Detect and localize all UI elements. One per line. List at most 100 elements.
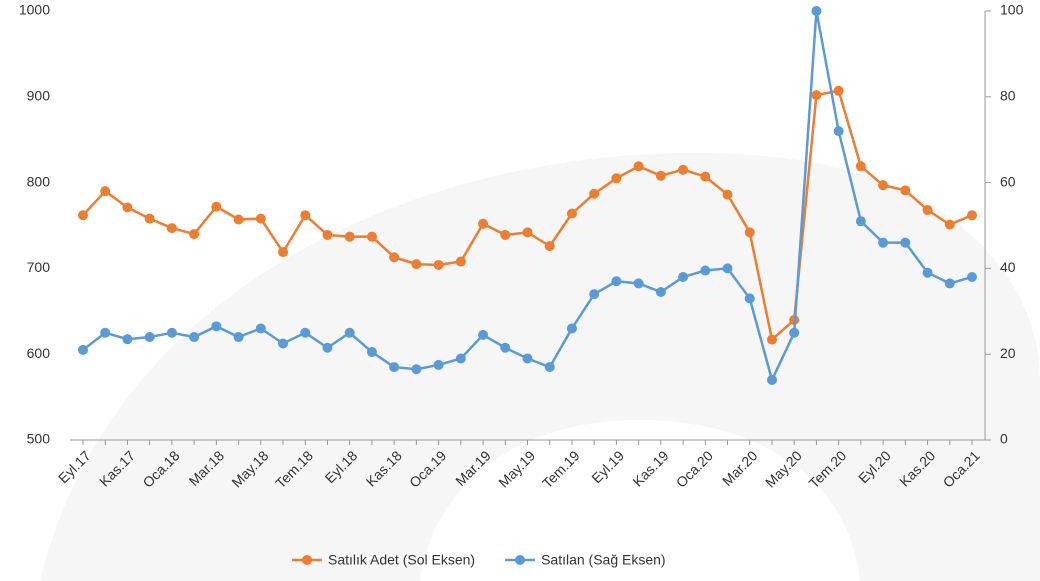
data-point (567, 208, 577, 218)
data-point (900, 238, 910, 248)
background-swirl (40, 153, 1040, 581)
data-point (789, 328, 799, 338)
data-point (834, 86, 844, 96)
y2-tick-label: 0 (1000, 431, 1008, 447)
data-point (256, 214, 266, 224)
data-point (589, 289, 599, 299)
data-point (723, 263, 733, 273)
x-tick-label: Eyl.19 (588, 447, 627, 486)
x-tick-label: Kas.19 (629, 447, 671, 489)
data-point (545, 241, 555, 251)
data-point (923, 268, 933, 278)
data-point (434, 360, 444, 370)
data-point (878, 238, 888, 248)
data-point (811, 90, 821, 100)
data-point (78, 210, 88, 220)
data-point (878, 180, 888, 190)
data-point (234, 214, 244, 224)
y-tick-label: 500 (27, 431, 51, 447)
data-point (345, 232, 355, 242)
x-tick-label: Mar.20 (719, 447, 761, 489)
data-point (634, 161, 644, 171)
data-point (145, 332, 155, 342)
y2-tick-label: 80 (1000, 88, 1016, 104)
y2-tick-label: 60 (1000, 173, 1016, 189)
data-point (167, 328, 177, 338)
data-point (523, 353, 533, 363)
y-tick-label: 600 (27, 345, 51, 361)
data-point (656, 287, 666, 297)
data-point (300, 328, 310, 338)
data-point (211, 321, 221, 331)
y2-tick-label: 20 (1000, 345, 1016, 361)
data-point (389, 362, 399, 372)
data-point (122, 202, 132, 212)
data-point (211, 202, 221, 212)
data-point (100, 328, 110, 338)
legend-marker (515, 555, 525, 565)
data-point (723, 190, 733, 200)
data-point (278, 338, 288, 348)
data-point (634, 278, 644, 288)
legend: Satılık Adet (Sol Eksen)Satılan (Sağ Eks… (292, 552, 666, 568)
data-point (145, 214, 155, 224)
data-point (434, 260, 444, 270)
data-point (767, 335, 777, 345)
data-point (234, 332, 244, 342)
data-point (745, 227, 755, 237)
data-point (945, 220, 955, 230)
data-point (278, 247, 288, 257)
data-point (100, 186, 110, 196)
x-tick-label: Oca.20 (673, 447, 716, 490)
data-point (589, 189, 599, 199)
data-point (411, 259, 421, 269)
data-point (345, 328, 355, 338)
data-point (545, 362, 555, 372)
data-point (611, 276, 621, 286)
data-point (189, 229, 199, 239)
y-tick-label: 900 (27, 88, 51, 104)
data-point (478, 330, 488, 340)
data-point (122, 334, 132, 344)
data-point (456, 353, 466, 363)
data-point (900, 185, 910, 195)
data-point (389, 252, 399, 262)
data-point (523, 227, 533, 237)
data-point (611, 173, 621, 183)
data-point (678, 272, 688, 282)
data-point (834, 126, 844, 136)
data-point (456, 257, 466, 267)
data-point (767, 375, 777, 385)
y-tick-label: 700 (27, 259, 51, 275)
data-point (656, 171, 666, 181)
data-point (322, 343, 332, 353)
legend-label: Satılık Adet (Sol Eksen) (328, 552, 475, 568)
data-point (856, 216, 866, 226)
y2-tick-label: 100 (1000, 2, 1024, 18)
data-point (167, 223, 177, 233)
data-point (700, 172, 710, 182)
y-tick-label: 800 (27, 173, 51, 189)
data-point (367, 347, 377, 357)
data-point (300, 210, 310, 220)
data-point (478, 219, 488, 229)
data-point (78, 345, 88, 355)
data-point (856, 161, 866, 171)
data-point (678, 165, 688, 175)
data-point (967, 272, 977, 282)
y2-tick-label: 40 (1000, 259, 1016, 275)
y-tick-label: 1000 (19, 2, 50, 18)
data-point (322, 230, 332, 240)
data-point (967, 210, 977, 220)
data-point (811, 6, 821, 16)
x-tick-label: Tem.19 (539, 447, 583, 491)
data-point (945, 278, 955, 288)
data-point (500, 230, 510, 240)
data-point (745, 293, 755, 303)
data-point (700, 266, 710, 276)
data-point (923, 205, 933, 215)
data-point (189, 332, 199, 342)
chart: 5006007008009001000020406080100Eyl.17Kas… (0, 0, 1040, 581)
legend-marker (302, 555, 312, 565)
data-point (256, 323, 266, 333)
